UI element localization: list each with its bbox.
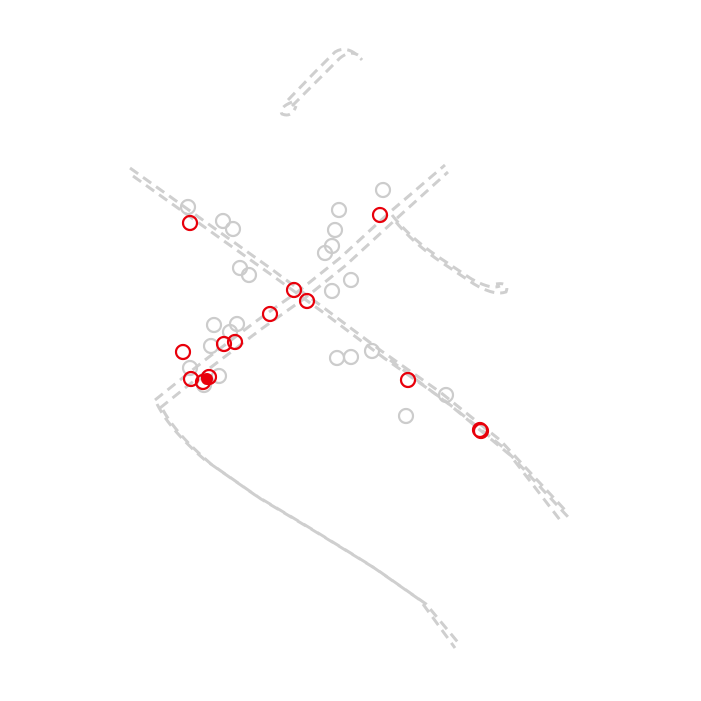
marker-active-14[interactable] — [472, 422, 490, 440]
road-east-branch-a — [390, 214, 501, 289]
marker-inactive-19[interactable] — [342, 348, 360, 366]
marker-active-1[interactable] — [181, 214, 199, 232]
marker-inactive-2[interactable] — [214, 212, 232, 230]
marker-inactive-15[interactable] — [228, 315, 246, 333]
marker-active-9[interactable] — [182, 370, 200, 388]
marker-inactive-7[interactable] — [326, 221, 344, 239]
marker-inactive-20[interactable] — [363, 342, 381, 360]
marker-inactive-3[interactable] — [224, 220, 242, 238]
marker-inactive-6[interactable] — [330, 201, 348, 219]
road-main-diagonal-b — [132, 174, 571, 520]
road-south-curve-b — [161, 409, 463, 647]
marker-inactive-1[interactable] — [179, 198, 197, 216]
marker-active-6[interactable] — [174, 343, 192, 361]
marker-inactive-23[interactable] — [181, 359, 199, 377]
road-main-diagonal-a — [129, 166, 567, 512]
inactive-marker-layer — [179, 181, 455, 425]
road-north-hook — [279, 100, 298, 117]
road-south-curve-a — [155, 403, 457, 649]
marker-active-5[interactable] — [371, 206, 389, 224]
active-marker-layer — [174, 206, 490, 440]
marker-active-2[interactable] — [285, 281, 303, 299]
marker-active-7[interactable] — [215, 335, 233, 353]
road-east-branch-b — [394, 221, 509, 295]
marker-inactive-12[interactable] — [374, 181, 392, 199]
marker-active-filled[interactable] — [201, 373, 213, 385]
marker-active-8[interactable] — [226, 333, 244, 351]
marker-inactive-9[interactable] — [316, 244, 334, 262]
marker-inactive-22[interactable] — [397, 407, 415, 425]
marker-active-4[interactable] — [261, 305, 279, 323]
marker-inactive-11[interactable] — [323, 282, 341, 300]
marker-inactive-13[interactable] — [205, 316, 223, 334]
marker-active-3[interactable] — [298, 292, 316, 310]
marker-inactive-21[interactable] — [437, 386, 455, 404]
road-cross-diagonal-b — [159, 170, 450, 410]
marker-inactive-5[interactable] — [240, 266, 258, 284]
marker-active-12[interactable] — [399, 371, 417, 389]
road-north-segment-a — [286, 47, 364, 102]
marker-inactive-10[interactable] — [342, 271, 360, 289]
road-main-diagonal-c — [389, 358, 562, 521]
road-north-segment-b — [290, 51, 359, 108]
